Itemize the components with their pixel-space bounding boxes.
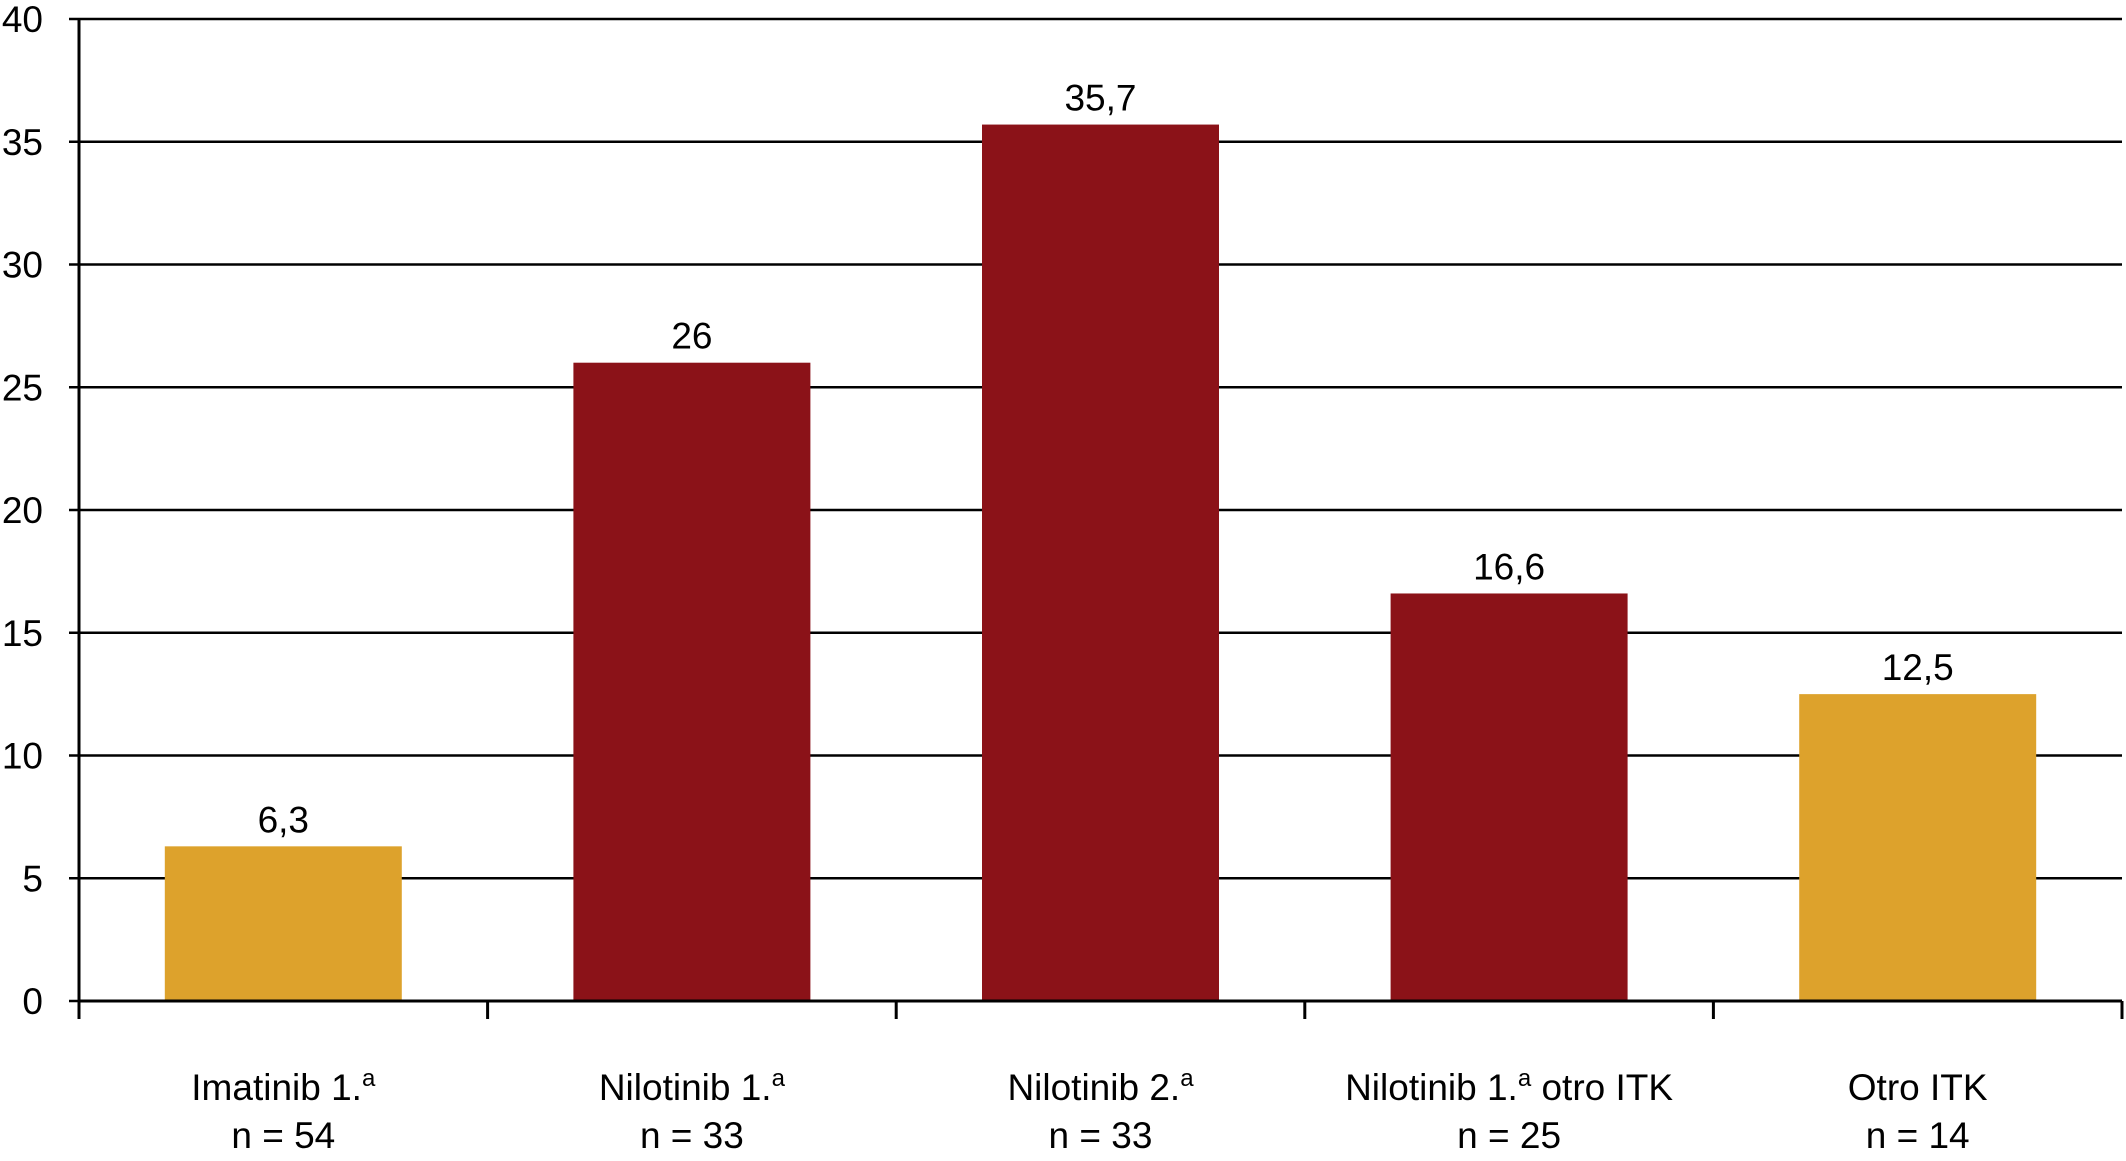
x-tick-sublabel: n = 33 [640,1115,744,1156]
y-tick-label: 40 [2,0,43,40]
category-superscript: a [362,1065,376,1092]
y-tick-label: 25 [2,367,43,408]
bar [982,124,1219,1001]
x-tick-label: Nilotinib 1.a [599,1065,786,1108]
bar [573,362,811,1001]
value-label: 35,7 [1064,78,1136,119]
category-superscript: a [1180,1065,1194,1092]
category-label: Nilotinib 1. [1345,1067,1518,1108]
category-suffix: otro ITK [1531,1067,1673,1108]
y-tick-label: 15 [2,613,43,654]
category-superscript: a [772,1065,786,1092]
value-label: 6,3 [258,799,309,840]
category-label: Nilotinib 2. [1007,1067,1180,1108]
value-label: 26 [671,316,712,357]
x-tick-sublabel: n = 25 [1457,1115,1561,1156]
value-label: 12,5 [1882,647,1954,688]
y-tick-label: 10 [2,736,43,777]
x-tick-sublabel: n = 33 [1049,1115,1153,1156]
y-tick-label: 20 [2,490,43,531]
category-label: Imatinib 1. [191,1067,362,1108]
x-tick-label: Otro ITK [1848,1067,1988,1108]
category-superscript: a [1518,1065,1532,1092]
bar [1390,593,1628,1001]
bar [164,846,402,1001]
y-tick-label: 5 [22,858,43,899]
y-tick-label: 30 [2,245,43,286]
x-tick-label: Imatinib 1.a [191,1065,376,1108]
category-label: Otro ITK [1848,1067,1988,1108]
bar [1799,694,2037,1001]
value-label: 16,6 [1473,546,1545,587]
category-label: Nilotinib 1. [599,1067,772,1108]
x-tick-sublabel: n = 54 [231,1115,335,1156]
x-tick-sublabel: n = 14 [1866,1115,1970,1156]
y-tick-label: 0 [22,981,43,1022]
y-tick-label: 35 [2,122,43,163]
x-tick-label: Nilotinib 2.a [1007,1065,1194,1108]
x-tick-label: Nilotinib 1.a otro ITK [1345,1065,1673,1108]
